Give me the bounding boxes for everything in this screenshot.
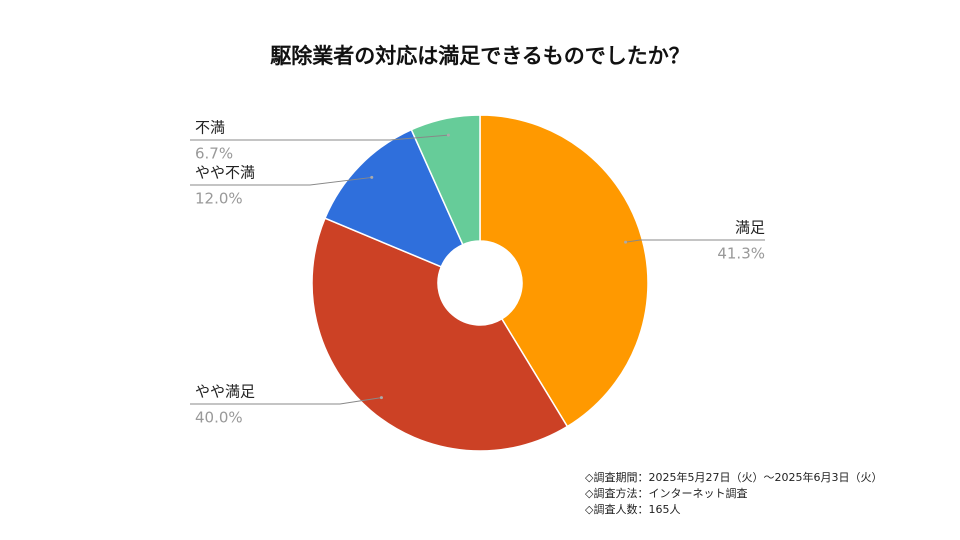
leader-dot <box>379 396 383 400</box>
leader-line <box>190 134 449 141</box>
category-label: やや満足 <box>195 383 255 401</box>
slice <box>324 128 464 268</box>
value-label: 6.7% <box>195 145 233 163</box>
slice <box>479 114 649 428</box>
category-label: やや不満 <box>195 164 255 182</box>
slice <box>311 217 569 452</box>
category-label: 不満 <box>195 119 225 137</box>
slice <box>410 114 481 246</box>
value-label: 41.3% <box>717 245 765 263</box>
leader-dot <box>446 133 450 137</box>
leader-dot <box>624 240 628 244</box>
value-label: 40.0% <box>195 409 243 427</box>
leader-line <box>190 176 372 186</box>
leader-line <box>190 397 382 405</box>
leader-dot <box>370 175 374 179</box>
note: ◇調査人数：165人 <box>585 502 680 516</box>
leader-line <box>625 239 765 243</box>
category-label: 満足 <box>735 219 765 237</box>
chart-title: 駆除業者の対応は満足できるものでしたか？ <box>270 44 690 68</box>
value-label: 12.0% <box>195 190 243 208</box>
note: ◇調査方法：インターネット調査 <box>585 486 747 500</box>
note: ◇調査期間：2025年5月27日（火）～2025年6月3日（火） <box>585 470 882 484</box>
